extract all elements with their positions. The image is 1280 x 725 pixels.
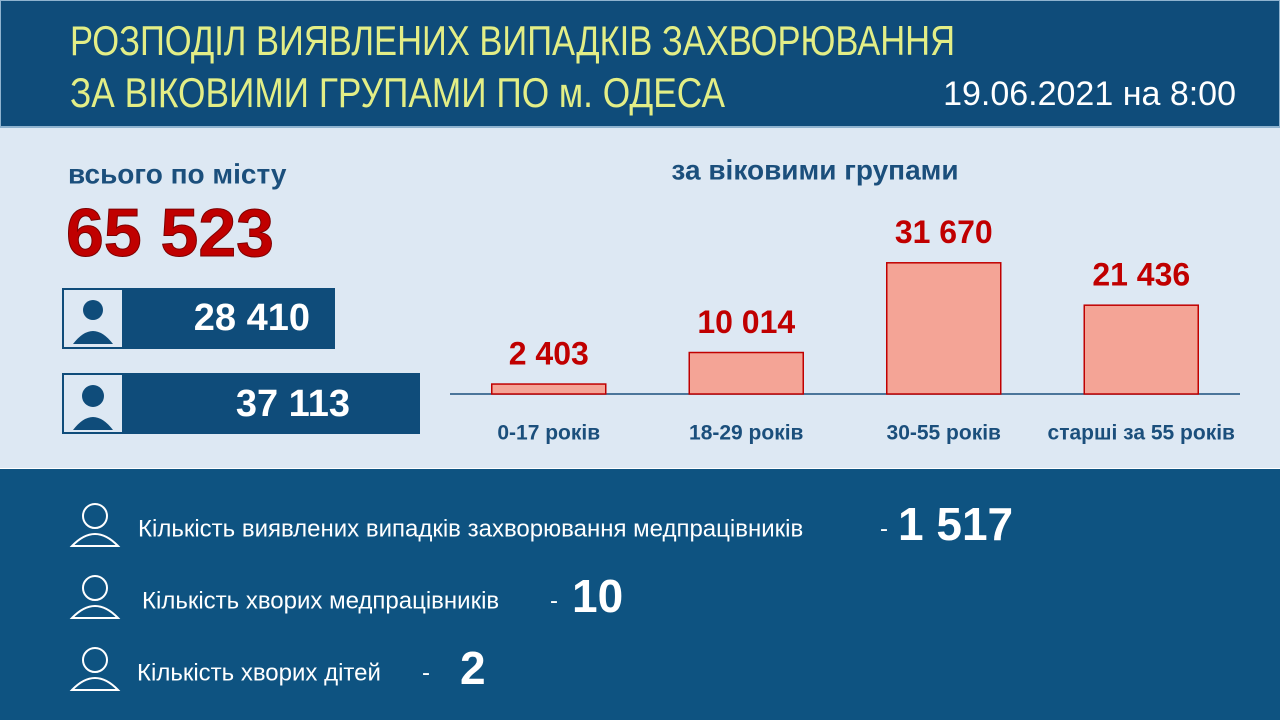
total-value: 65 523 (66, 195, 274, 271)
chart-title: за віковими групами (671, 154, 958, 185)
icon (82, 503, 108, 529)
header-band (0, 0, 1280, 128)
men-value: 28 410 (194, 297, 310, 339)
bar (886, 262, 1002, 395)
title: ЗА ВІКОВИМИ ГРУПАМИ ПО м. ОДЕСА (70, 69, 725, 116)
stat-dash: - (550, 587, 558, 614)
women-icon (73, 417, 113, 430)
x-tick-label: 18-29 років (689, 422, 804, 445)
value-label: 10 014 (697, 304, 795, 340)
date: 19.06.2021 на 8:00 (943, 75, 1236, 113)
x-tick-label: 0-17 років (497, 422, 600, 445)
men-icon (83, 300, 103, 320)
stats: Кількість виявлених випадків захворюванн… (69, 498, 1013, 694)
stat-dash: - (422, 659, 430, 686)
women-icon (82, 385, 104, 407)
title: РОЗПОДІЛ ВИЯВЛЕНИХ ВИПАДКІВ ЗАХВОРЮВАННЯ (70, 17, 955, 64)
stat-label: Кількість хворих медпрацівників (142, 587, 499, 614)
bar (1083, 304, 1199, 395)
value-label: 2 403 (509, 335, 589, 371)
stat-dash: - (880, 515, 888, 542)
stat-label: Кількість виявлених випадків захворюванн… (138, 515, 803, 542)
value-label: 31 670 (895, 214, 993, 250)
bottom-panel (0, 469, 1280, 720)
stat-value: 10 (572, 570, 623, 622)
bar (688, 351, 804, 395)
men-icon (73, 331, 113, 344)
total-label: всього по місту (68, 158, 287, 189)
icon (69, 605, 121, 619)
stat-label: Кількість хворих дітей (137, 659, 381, 686)
icon (82, 575, 108, 601)
value-label: 21 436 (1092, 257, 1190, 293)
women-value: 37 113 (236, 383, 350, 425)
stat-value: 2 (460, 642, 486, 694)
icon (82, 647, 108, 673)
icon (69, 533, 121, 547)
x-tick-label: 30-55 років (887, 422, 1002, 445)
bar (491, 383, 607, 395)
icon (69, 677, 121, 691)
x-tick-label: старші за 55 років (1048, 422, 1236, 445)
stat-value: 1 517 (898, 498, 1013, 550)
